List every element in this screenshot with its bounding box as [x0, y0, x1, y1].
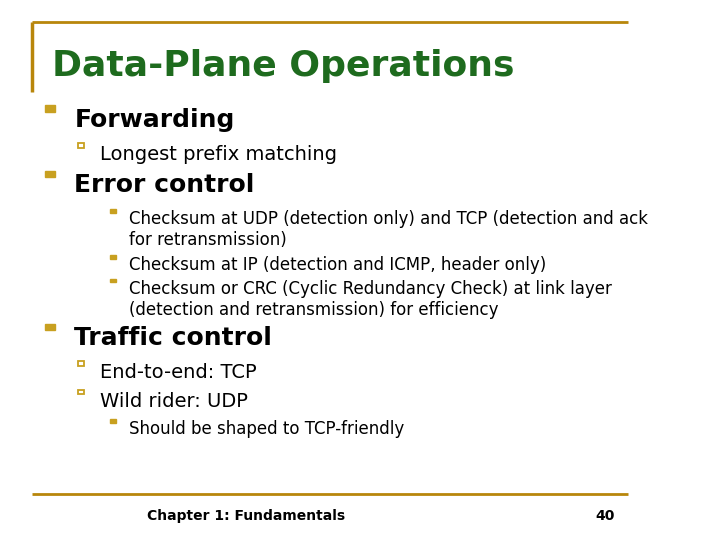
- Text: Forwarding: Forwarding: [74, 108, 235, 132]
- Text: Longest prefix matching: Longest prefix matching: [100, 145, 338, 164]
- Text: Checksum or CRC (Cyclic Redundancy Check) at link layer
(detection and retransmi: Checksum or CRC (Cyclic Redundancy Check…: [130, 280, 612, 319]
- Bar: [110, 208, 116, 213]
- FancyBboxPatch shape: [78, 143, 84, 147]
- Bar: [45, 323, 55, 330]
- Bar: [110, 255, 116, 259]
- Text: Should be shaped to TCP-friendly: Should be shaped to TCP-friendly: [130, 420, 405, 438]
- Bar: [110, 418, 116, 422]
- Bar: [45, 171, 55, 177]
- Text: Error control: Error control: [74, 173, 255, 198]
- Text: Checksum at IP (detection and ICMP, header only): Checksum at IP (detection and ICMP, head…: [130, 256, 546, 274]
- Text: Checksum at UDP (detection only) and TCP (detection and ack
for retransmission): Checksum at UDP (detection only) and TCP…: [130, 211, 649, 249]
- FancyBboxPatch shape: [78, 390, 84, 394]
- Bar: [45, 105, 55, 112]
- Text: 40: 40: [595, 509, 615, 523]
- Text: Data-Plane Operations: Data-Plane Operations: [52, 49, 514, 83]
- Bar: [110, 279, 116, 282]
- Text: Wild rider: UDP: Wild rider: UDP: [100, 392, 248, 411]
- Text: Traffic control: Traffic control: [74, 326, 272, 350]
- FancyBboxPatch shape: [78, 361, 84, 366]
- Text: Chapter 1: Fundamentals: Chapter 1: Fundamentals: [147, 509, 345, 523]
- Text: End-to-end: TCP: End-to-end: TCP: [100, 363, 257, 382]
